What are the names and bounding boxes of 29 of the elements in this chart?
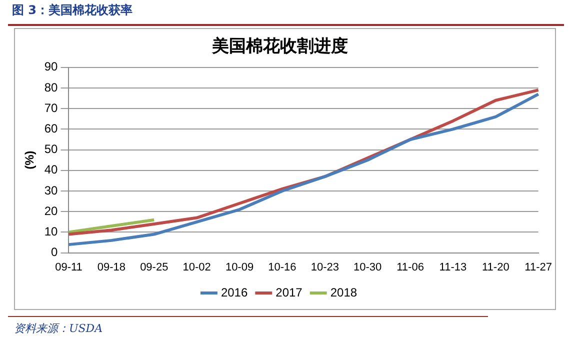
x-tick-label: 09-18: [97, 261, 126, 274]
y-tick-label: 80: [44, 80, 58, 94]
legend-label: 2016: [220, 285, 248, 300]
x-tick-label: 10-23: [310, 261, 339, 274]
legend-label: 2018: [330, 285, 358, 300]
x-tick-label: 10-09: [225, 261, 254, 274]
x-tick-label: 10-02: [182, 261, 211, 274]
y-tick-label: 20: [44, 204, 58, 218]
chart-title: 美国棉花收割进度: [211, 36, 348, 57]
x-tick-label: 11-13: [439, 261, 467, 274]
y-tick-label: 40: [44, 162, 58, 177]
x-tick-label: 11-27: [524, 261, 552, 274]
x-tick-label: 10-30: [354, 261, 382, 274]
x-tick-label: 11-20: [482, 261, 510, 274]
y-tick-label: 70: [44, 100, 58, 115]
y-tick-label: 30: [44, 183, 58, 198]
x-tick-label: 11-06: [396, 261, 424, 274]
y-tick-label: 10: [44, 224, 58, 239]
text: 资料来源：USDA: [14, 321, 103, 336]
y-tick-label: 50: [44, 142, 58, 156]
x-tick-label: 10-16: [268, 261, 296, 274]
x-tick-label: 09-25: [140, 261, 168, 274]
legend-label: 2017: [276, 285, 303, 300]
y-tick-label: 60: [44, 122, 58, 136]
y-tick-label: 90: [44, 60, 58, 74]
y-axis-title: (%): [22, 150, 37, 170]
y-tick-label: 0: [51, 245, 58, 260]
caption: 图 3：美国棉花收获率: [12, 2, 133, 19]
x-tick-label: 09-11: [55, 261, 82, 274]
